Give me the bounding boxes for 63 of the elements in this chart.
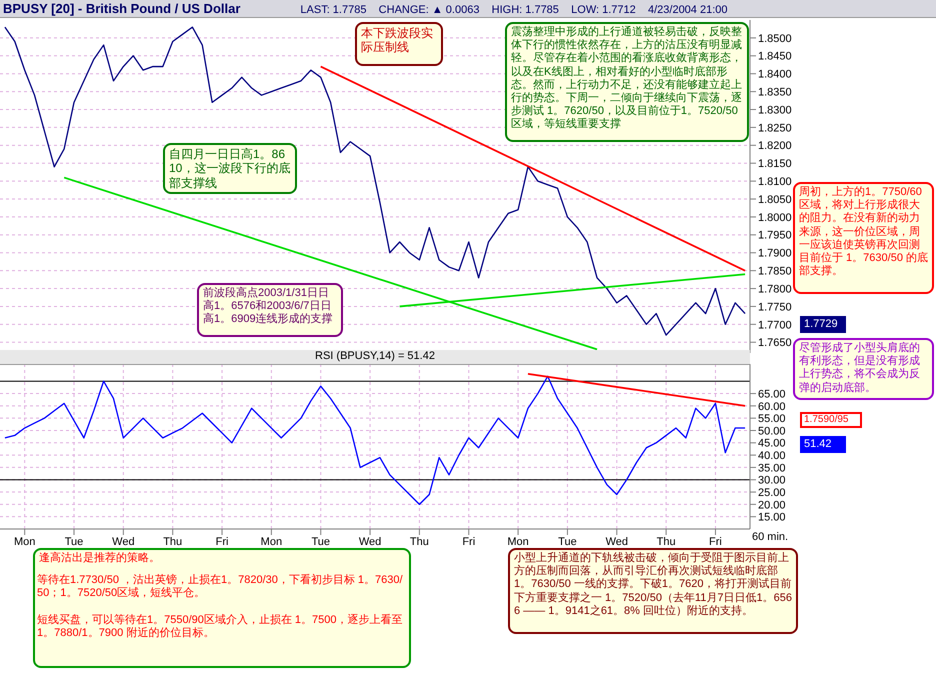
text: 小型上升通道的下轨线被击破，倾向于受阻于图示目前上方的压制而回落，从而引导汇价再次测试短线临时底部1。7630/50 一线的支撑。下破1。7620，将打开测试目前下方重要支撑之一 1。7520/50（去年11月7日日低1。6566 —— 1。9141之61。8% 回吐位）附近的支持。 bbox=[508, 548, 798, 634]
chart-subtitle: LAST: 1.7785 CHANGE: ▲ 0.0063 HIGH: 1.7785 LOW: 1.7712 4/23/2004 21:00 bbox=[300, 4, 728, 16]
x-tick-label: Tue bbox=[558, 536, 577, 548]
y-tick-label: 1.7750 bbox=[758, 301, 792, 314]
y-tick-label: 1.8350 bbox=[758, 86, 792, 99]
y-tick-label: 1.7900 bbox=[758, 248, 792, 260]
x-tick-label: Fri bbox=[216, 536, 228, 548]
y-tick-label: 25.00 bbox=[758, 486, 786, 499]
annotation: 本下跌波段实际压制线 bbox=[355, 22, 443, 66]
x-tick-label: Wed bbox=[112, 536, 135, 548]
y-tick-label: 60.00 bbox=[758, 400, 786, 413]
x-tick-label: Wed bbox=[606, 536, 628, 548]
text: 等待在1.7730/50 ，沽出英镑，止损在1。7820/30，下看初步目标 1。7630/50；1。7520/50区域，短线平仓。 bbox=[36, 572, 404, 602]
x-tick-label: Wed bbox=[358, 536, 382, 548]
x-tick-label: Mon bbox=[507, 536, 529, 548]
y-tick-label: 20.00 bbox=[758, 499, 786, 512]
y-tick-label: 15.00 bbox=[758, 512, 786, 524]
y-tick-label: 40.00 bbox=[758, 450, 786, 462]
y-tick-label: 1.8450 bbox=[758, 50, 792, 63]
y-tick-label: 1.7650 bbox=[758, 337, 792, 350]
annotation: 前波段高点2003/1/31日日高1。6576和2003/6/7日日高1。6909连线形成的支撑 bbox=[197, 283, 343, 337]
y-tick-label: 1.8000 bbox=[758, 212, 792, 224]
y-tick-label: 1.7800 bbox=[758, 283, 792, 296]
chart-title: BPUSY [20] - British Pound / US Dollar bbox=[3, 1, 240, 16]
annotation: 自四月一日日高1。8610，这一波段下行的底部支撑线 bbox=[163, 143, 297, 194]
y-tick-label: 35.00 bbox=[758, 462, 786, 474]
x-tick-label: Mon bbox=[14, 536, 36, 548]
line-series bbox=[4, 376, 746, 506]
annotation: 震荡整理中形成的上行通道被轻易击破，反映整体下行的惯性依然存在，上方的沽压没有明显减轻。尽管存在着小范围的看涨底收敛背离形态，以及在K线图上，相对看好的小型临时底部形态。然而，上行动力不足，还没有能够建立起上行的势态。下周一，二倾向于继续向下震荡，逐步测试 1。7620/50，以及目前位于1。7520/50 区域，等短线重要支撑 bbox=[505, 22, 749, 142]
y-tick-label: 1.8250 bbox=[758, 122, 792, 134]
y-tick-label: 55.00 bbox=[758, 413, 786, 426]
line-series bbox=[4, 26, 746, 336]
y-tick-label: 65.00 bbox=[758, 388, 786, 400]
text: 1.7590/95 bbox=[800, 412, 862, 428]
text: 1.7729 bbox=[800, 316, 846, 334]
y-tick-label: 45.00 bbox=[758, 438, 786, 450]
text: 短线买盘，可以等待在1。7550/90区域介入，止损在 1。7500，逐步上看至1。7880/1。7900 附近的价位目标。 bbox=[36, 613, 404, 642]
x-tick-label: Thu bbox=[163, 536, 182, 548]
x-tick-label: Tue bbox=[64, 536, 84, 548]
y-tick-label: 1.8200 bbox=[758, 140, 792, 152]
y-tick-label: 1.7950 bbox=[758, 230, 792, 242]
text: 逢高沽出是推荐的策略。 bbox=[39, 552, 160, 564]
y-tick-label: 1.7700 bbox=[758, 319, 792, 332]
y-tick-label: 1.8400 bbox=[758, 68, 792, 81]
x-tick-label: Thu bbox=[410, 536, 429, 548]
text: 51.42 bbox=[800, 436, 846, 454]
text: 周初，上方的1。7750/60 区域，将对上行形成很大的阻力。在没有新的动力来源，这一价位区域，周一应该迫使英镑再次回测目前位于 1。7630/50 的底部支撑。 bbox=[793, 182, 934, 294]
y-tick-label: 30.00 bbox=[758, 474, 786, 487]
y-tick-label: 1.7850 bbox=[758, 266, 792, 278]
x-tick-label: Fri bbox=[709, 536, 722, 548]
y-tick-label: 1.8150 bbox=[758, 158, 792, 170]
y-tick-label: 1.8050 bbox=[758, 194, 792, 206]
y-tick-label: 1.8300 bbox=[758, 104, 792, 116]
x-tick-label: Mon bbox=[260, 536, 282, 548]
chart-title: RSI (BPUSY,14) = 51.42 bbox=[0, 350, 750, 365]
y-tick-label: 50.00 bbox=[758, 425, 786, 438]
y-tick-label: 1.8500 bbox=[758, 32, 792, 45]
x-axis-title: 60 min. bbox=[752, 531, 788, 543]
x-tick-label: Thu bbox=[656, 536, 676, 548]
y-tick-label: 1.8100 bbox=[758, 176, 792, 188]
x-tick-label: Fri bbox=[462, 536, 476, 548]
text: 尽管形成了小型头肩底的有利形态，但是没有形成上行势态，将不会成为反弹的启动底部。 bbox=[793, 338, 934, 400]
x-tick-label: Tue bbox=[311, 536, 330, 548]
